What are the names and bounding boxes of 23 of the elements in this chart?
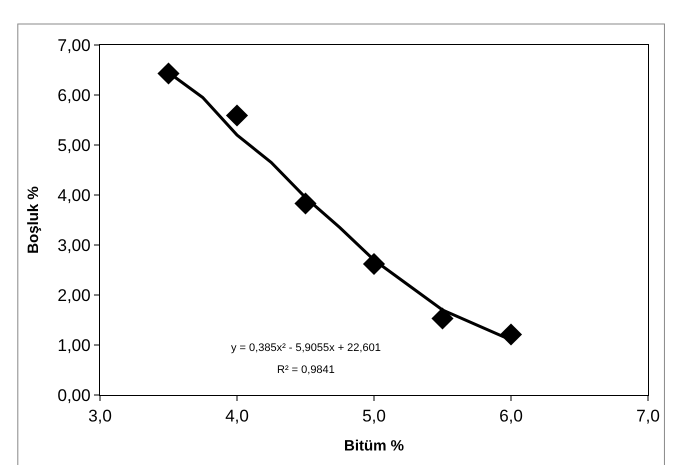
y-tick-label: 2,00 — [58, 286, 91, 305]
x-tick-label: 6,0 — [499, 406, 523, 426]
x-tick-label: 5,0 — [362, 406, 386, 426]
y-tick-label: 7,00 — [58, 36, 91, 55]
point — [500, 323, 522, 346]
point — [294, 192, 317, 215]
y-tick-label: 4,00 — [58, 186, 91, 205]
point — [362, 252, 386, 276]
x-axis-title: Bitüm % — [344, 437, 404, 454]
point — [226, 104, 248, 127]
point — [157, 62, 180, 85]
y-tick-label: 0,00 — [58, 386, 91, 405]
annotation: y = 0,385x² - 5,9055x + 22,601 — [231, 342, 381, 354]
y-tick-label: 3,00 — [58, 236, 91, 255]
y-tick-label: 1,00 — [58, 336, 91, 355]
y-tick-label: 6,00 — [58, 86, 91, 105]
y-axis-title: Boşluk % — [24, 186, 42, 254]
x-tick-label: 7,0 — [636, 406, 660, 426]
x-tick-label: 4,0 — [225, 406, 249, 426]
annotation: R² = 0,9841 — [277, 364, 335, 376]
x-tick-label: 3,0 — [88, 406, 112, 426]
point — [431, 307, 454, 330]
y-tick-label: 5,00 — [58, 136, 91, 155]
